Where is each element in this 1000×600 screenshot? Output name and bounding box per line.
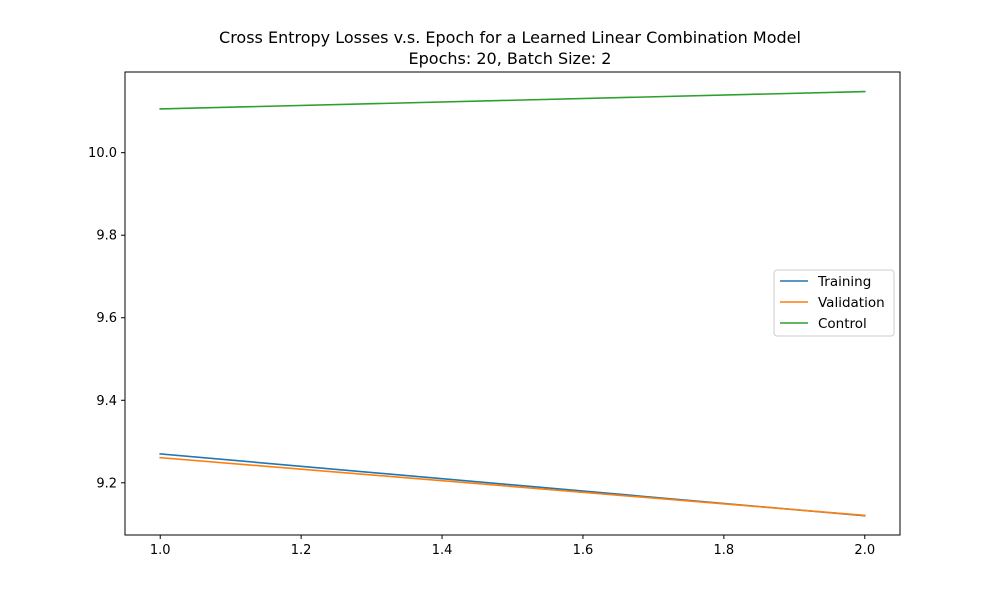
x-tick-label: 1.4 — [432, 543, 453, 558]
y-tick-label: 9.2 — [96, 476, 117, 491]
x-tick-label: 2.0 — [854, 543, 875, 558]
x-tick-label: 1.0 — [150, 543, 171, 558]
chart-subtitle: Epochs: 20, Batch Size: 2 — [409, 49, 612, 68]
legend: Training Validation Control — [773, 269, 895, 337]
legend-box — [773, 269, 895, 337]
series-line-control — [159, 90, 866, 110]
legend-label-control: Control — [818, 316, 867, 332]
y-tick-label: 9.8 — [96, 229, 117, 244]
series-line-validation — [159, 456, 866, 517]
plot-area: 1.0 1.2 1.4 1.6 1.8 2.0 9.2 9.4 9.6 9.8 10.0 — [88, 71, 901, 558]
x-tick-label: 1.6 — [573, 543, 594, 558]
chart-title: Cross Entropy Losses v.s. Epoch for a Le… — [219, 28, 801, 47]
y-tick-label: 9.6 — [96, 311, 117, 326]
legend-label-validation: Validation — [818, 295, 885, 311]
axes-frame — [124, 71, 901, 536]
legend-label-training: Training — [817, 274, 871, 290]
x-tick-label: 1.8 — [714, 543, 735, 558]
y-tick-label: 10.0 — [88, 146, 117, 161]
x-tick-label: 1.2 — [291, 543, 312, 558]
y-tick-label: 9.4 — [96, 394, 117, 409]
